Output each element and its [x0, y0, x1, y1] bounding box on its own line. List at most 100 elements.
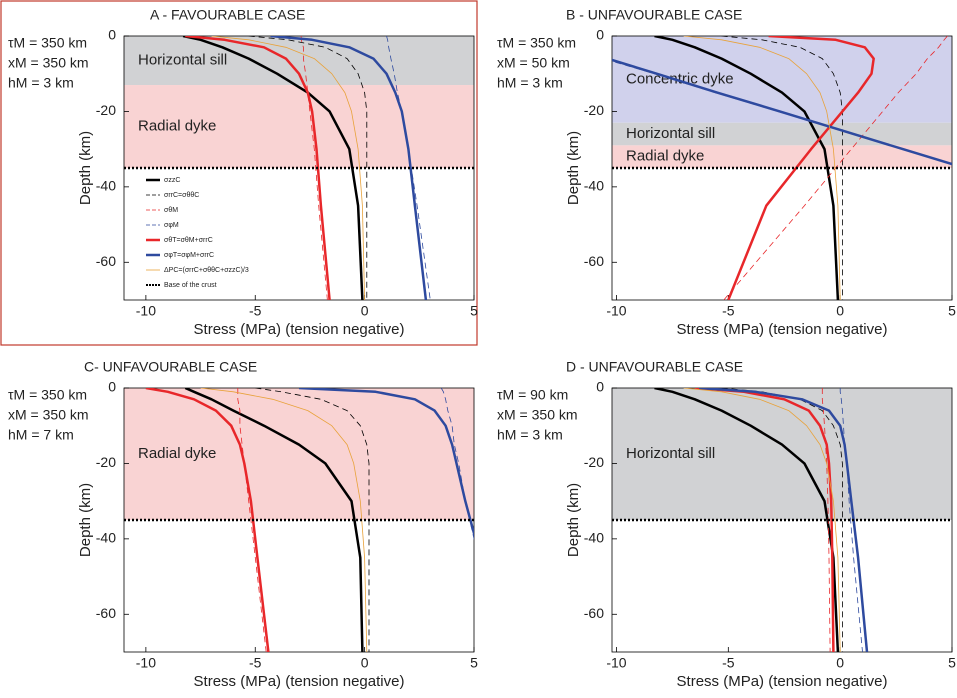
lines	[654, 388, 869, 652]
stress-curve	[184, 388, 364, 652]
parameter: τM = 350 km	[497, 35, 576, 51]
stress-curve	[300, 36, 328, 300]
y-tick-label: -20	[584, 454, 604, 470]
y-tick-label: 0	[108, 27, 116, 43]
stress-curve	[237, 388, 267, 652]
y-tick-label: 0	[596, 27, 604, 43]
panel-title: D - UNFAVOURABLE CASE	[566, 359, 743, 375]
x-tick-label: -5	[722, 655, 735, 671]
legend-label: ΔPC=(σrrC+σθθC+σzzC)/3	[164, 267, 249, 274]
region	[612, 388, 952, 520]
x-tick-label: -5	[249, 655, 262, 671]
x-tick-label: 5	[470, 303, 478, 319]
x-axis-label: Stress (MPa) (tension negative)	[194, 321, 405, 338]
y-tick-label: -60	[96, 253, 116, 269]
x-tick-label: -10	[606, 303, 626, 319]
y-tick-label: -60	[584, 253, 604, 269]
stress-curve	[721, 36, 843, 300]
parameter: hM = 7 km	[8, 427, 74, 443]
legend-label: σφM	[164, 222, 179, 229]
parameter: xM = 350 km	[8, 407, 89, 423]
y-axis-label: Depth (km)	[77, 131, 94, 205]
stress-curve	[654, 388, 840, 652]
legend-label: σθT=σθM+σrrC	[164, 237, 213, 244]
parameter: hM = 3 km	[497, 427, 563, 443]
stress-curve	[211, 36, 365, 300]
panel-frame	[0, 0, 478, 346]
y-tick-label: 0	[108, 379, 116, 395]
x-axis-label: Stress (MPa) (tension negative)	[677, 321, 888, 338]
parameter: xM = 350 km	[8, 55, 89, 71]
stress-curve	[270, 36, 428, 300]
stress-curve	[839, 388, 863, 652]
panel: Horizontal sill Radial dyke -10 -5 0 5 -60 -40 -…	[0, 0, 478, 346]
lines	[145, 388, 474, 652]
x-tick-label: -10	[606, 655, 626, 671]
stress-curve	[185, 36, 331, 300]
parameter: τM = 350 km	[8, 35, 87, 51]
stress-curve	[721, 388, 843, 652]
stress-curve	[248, 36, 368, 300]
region	[124, 85, 474, 168]
y-axis-label: Depth (km)	[565, 483, 582, 557]
y-tick-label: -40	[96, 530, 116, 546]
x-axis-label: Stress (MPa) (tension negative)	[677, 673, 888, 690]
stress-curve	[145, 388, 270, 652]
panel: Radial dyke -10 -5 0 5 -60 -40 -20 0 Stress (MPa)…	[8, 359, 478, 690]
y-axis-label: Depth (km)	[565, 131, 582, 205]
stress-curve	[694, 388, 835, 652]
stress-curve	[654, 36, 840, 300]
region-label: Concentric dyke	[626, 70, 734, 87]
legend-label: σzzC	[164, 177, 180, 184]
region-label: Horizontal sill	[138, 51, 227, 68]
x-tick-label: 0	[361, 303, 369, 319]
x-tick-label: -10	[136, 655, 156, 671]
legend-label: σrrC=σθθC	[164, 192, 199, 199]
y-axis-label: Depth (km)	[77, 483, 94, 557]
x-tick-label: 5	[948, 655, 956, 671]
lines	[182, 36, 431, 300]
region-label: Radial dyke	[138, 445, 216, 462]
region-label: Horizontal sill	[626, 125, 715, 142]
stress-curve	[727, 36, 875, 300]
lines	[612, 36, 952, 300]
parameter: hM = 3 km	[497, 75, 563, 91]
region-label: Radial dyke	[626, 148, 704, 165]
x-tick-label: -5	[249, 303, 262, 319]
stress-curve	[723, 36, 948, 300]
panel: Horizontal sill -10 -5 0 5 -60 -40 -20 0 Stress (…	[497, 359, 956, 690]
y-tick-label: -60	[96, 605, 116, 621]
region	[612, 145, 952, 168]
parameter: xM = 50 km	[497, 55, 570, 71]
region	[124, 36, 474, 86]
y-tick-label: -60	[584, 605, 604, 621]
panel-title: A - FAVOURABLE CASE	[150, 7, 305, 23]
panel-title: B - UNFAVOURABLE CASE	[566, 7, 742, 23]
parameter: hM = 3 km	[8, 75, 74, 91]
parameter: xM = 350 km	[497, 407, 578, 423]
legend-label: σφT=σφM+σrrC	[164, 252, 214, 259]
x-tick-label: 5	[470, 655, 478, 671]
panel-title: C- UNFAVOURABLE CASE	[84, 359, 257, 375]
stress-curve	[298, 388, 474, 539]
x-axis-label: Stress (MPa) (tension negative)	[194, 673, 405, 690]
region	[124, 388, 474, 520]
x-tick-label: -5	[722, 303, 735, 319]
panel: Concentric dyke Horizontal sill Radial dyk…	[497, 7, 956, 338]
y-tick-label: -20	[584, 102, 604, 118]
region	[612, 122, 952, 146]
x-tick-label: 0	[836, 655, 844, 671]
parameter: τM = 350 km	[8, 387, 87, 403]
stress-curve	[699, 388, 869, 652]
stress-curve	[255, 388, 370, 652]
legend: σzzC σrrC=σθθC σθM σφM σθT=σθM+σrrC σφT=σφM+σ…	[146, 177, 249, 289]
y-tick-label: -40	[584, 178, 604, 194]
x-tick-label: 0	[361, 655, 369, 671]
stress-curve	[200, 388, 368, 652]
x-tick-label: -10	[136, 303, 156, 319]
y-tick-label: -40	[584, 530, 604, 546]
y-tick-label: -40	[96, 178, 116, 194]
stress-curve	[683, 36, 841, 300]
